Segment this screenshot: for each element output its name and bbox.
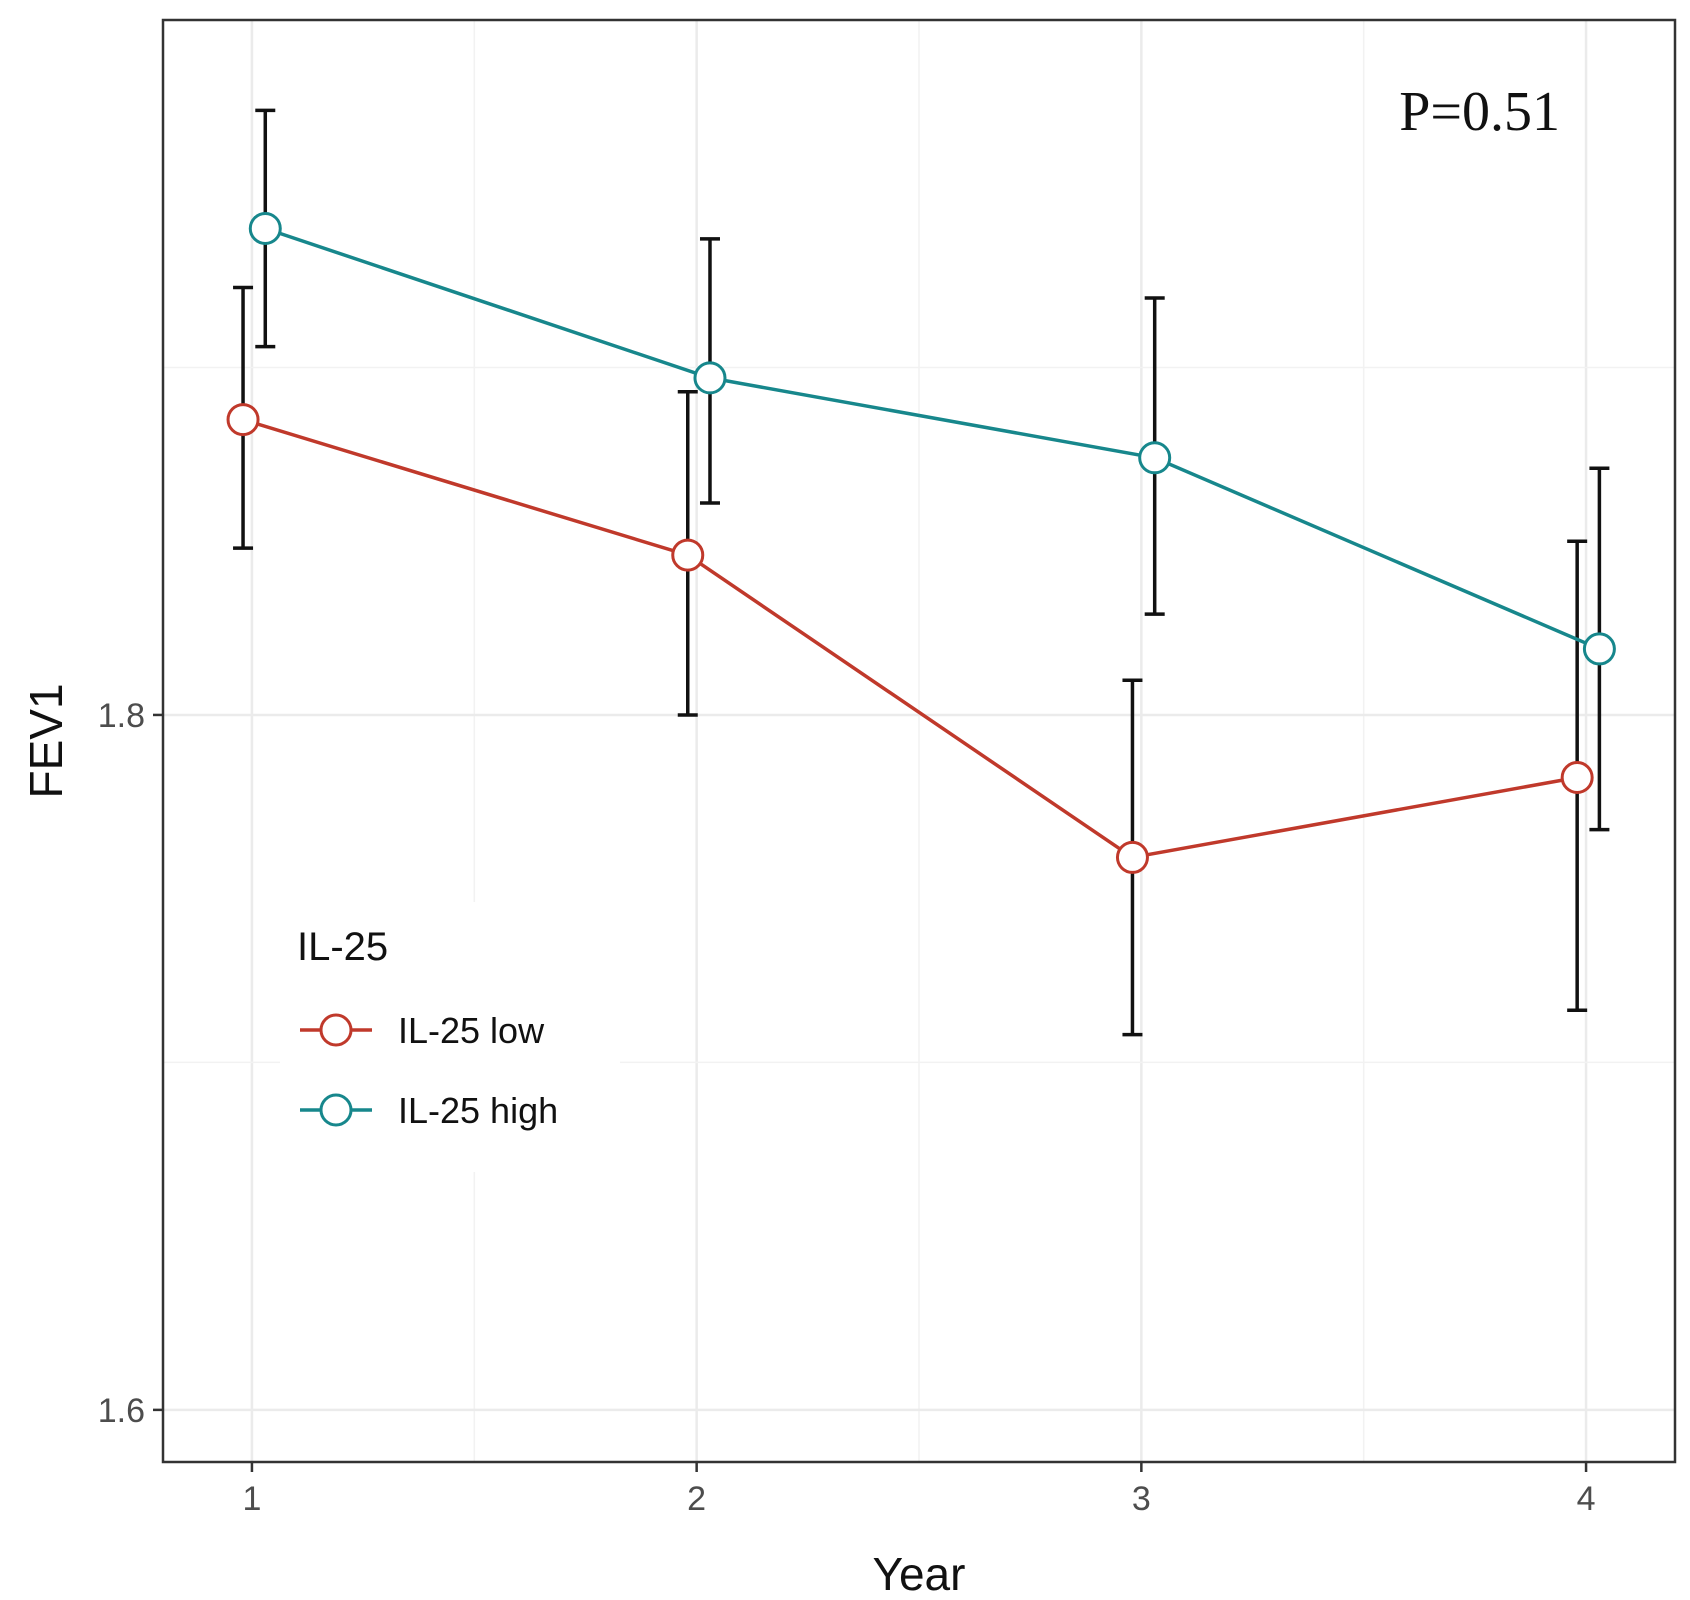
series-il-25-high <box>248 108 1616 832</box>
data-point <box>1138 441 1172 475</box>
axes: 1 2 3 4 1.6 1.8 <box>98 697 1596 1518</box>
legend-title: IL-25 <box>297 925 388 969</box>
x-tick-label: 4 <box>1577 1480 1596 1518</box>
x-tick-label: 1 <box>242 1480 261 1518</box>
legend-label: IL-25 low <box>398 1010 545 1051</box>
legend: IL-25 IL-25 low IL-25 high <box>280 902 620 1172</box>
data-point <box>1115 840 1149 874</box>
plot-panel-border <box>161 18 1677 1464</box>
legend-items: IL-25 low IL-25 high <box>300 1010 558 1131</box>
series-layer <box>226 108 1616 1037</box>
legend-label: IL-25 high <box>398 1090 558 1131</box>
legend-item-il-25-high: IL-25 high <box>300 1090 558 1131</box>
x-tick-label: 2 <box>687 1480 706 1518</box>
series-il-25-low <box>226 285 1594 1037</box>
data-point <box>693 361 727 395</box>
series-line-il-25-high <box>264 226 1601 651</box>
data-point <box>671 538 705 572</box>
y-tick-label: 1.8 <box>98 697 145 735</box>
data-point <box>1560 760 1594 794</box>
series-line-il-25-low <box>242 417 1578 860</box>
data-point <box>226 403 260 437</box>
data-point <box>1582 632 1616 666</box>
x-tick-label: 3 <box>1132 1480 1151 1518</box>
legend-key-point <box>319 1013 353 1047</box>
legend-item-il-25-low: IL-25 low <box>300 1010 545 1051</box>
y-tick-label: 1.6 <box>98 1392 145 1430</box>
y-axis-title: FEV1 <box>20 683 72 798</box>
grid-lines <box>163 20 1675 1462</box>
x-axis-title: Year <box>873 1548 966 1600</box>
data-point <box>248 211 282 245</box>
legend-key-point <box>319 1093 353 1127</box>
p-value-annotation: P=0.51 <box>1399 81 1560 143</box>
